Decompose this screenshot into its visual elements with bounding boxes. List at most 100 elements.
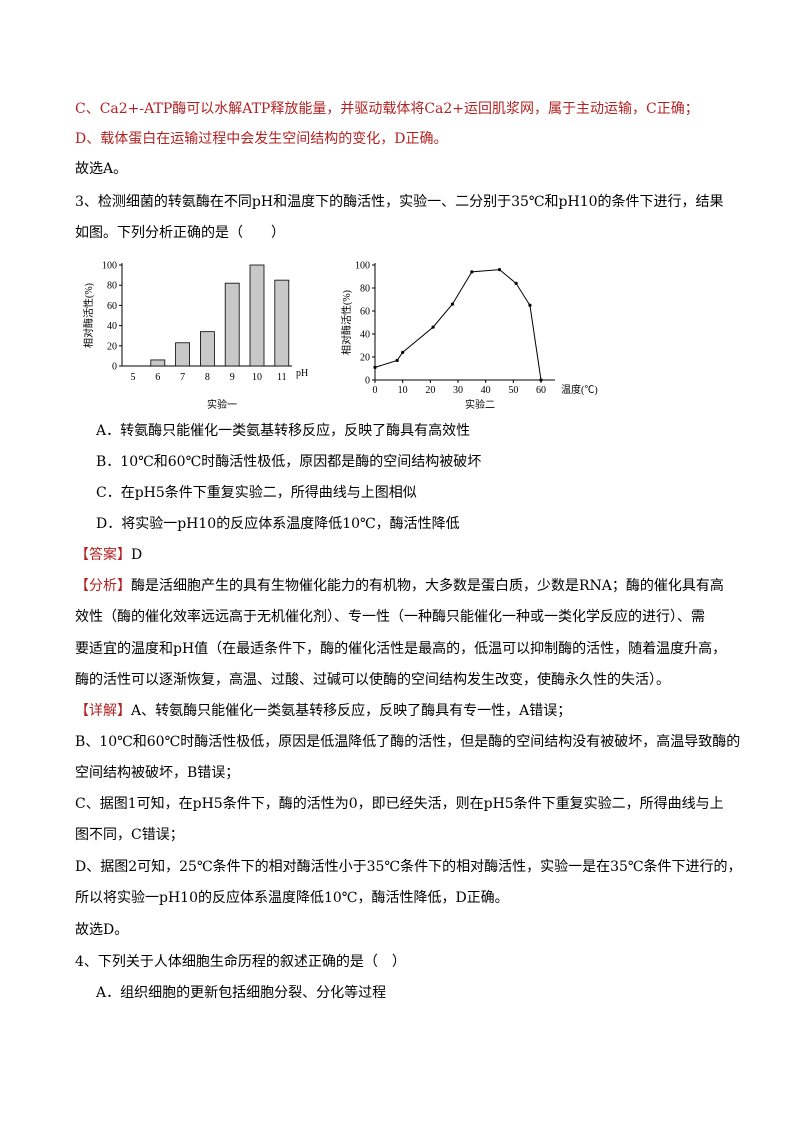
x-tick-label: 9 [230,372,235,383]
x-tick-label: 0 [373,385,378,396]
text-line: 3、检测细菌的转氨酶在不同pH和温度下的酶活性，实验一、二分别于35℃和pH10… [75,193,724,210]
x-tick-label: 5 [131,372,136,383]
line [374,269,542,381]
text-line: A．转氨酶只能催化一类氨基转移反应，反映了酶具有高效性 [95,422,470,439]
x-tick-label: 40 [481,385,491,396]
text-line: 效性（酶的催化效率远远高于无机催化剂）、专一性（一种酶只能催化一种或一类化学反应… [75,608,705,625]
text-line: D、载体蛋白在运输过程中会发生空间结构的变化，D正确。 [75,131,447,147]
line-text: 故选A。 [75,161,127,177]
line-text: 故选D。 [75,922,128,938]
line-text: 效性（酶的催化效率远远高于无机催化剂）、专一性（一种酶只能催化一种或一类化学反应… [75,608,705,625]
point [431,325,435,329]
text-line: C、Ca2+-ATP酶可以水解ATP释放能量，并驱动载体将Ca2+运回肌浆网，属… [75,101,699,117]
text-line: 所以将实验一pH10的反应体系温度降低10℃，酶活性降低，D正确。 [75,889,509,906]
x-tick-label: 60 [536,385,546,396]
point [395,358,399,363]
y-tick-label: 80 [360,284,370,295]
x-tick-label: 6 [155,372,160,383]
bar [175,342,191,367]
x-tick-label: 20 [425,385,435,396]
point [528,303,532,307]
text-line: 4、下列关于人体细胞生命历程的叙述正确的是（ ） [75,953,406,970]
line-text: B、10℃和60℃时酶活性极低，原因是低温降低了酶的活性，但是酶的空间结构没有被… [75,733,740,750]
text-line: 【详解】A、转氨酶只能催化一类氨基转移反应，反映了酶具有专一性，A错误； [75,702,571,719]
x-tick-label: 30 [453,385,463,396]
line-text: C．在pH5条件下重复实验二，所得曲线与上图相似 [96,484,417,501]
point [497,268,502,272]
y-axis-label: 相对酶活性(%) [82,283,95,348]
text-line: C、据图1可知，在pH5条件下，酶的活性为0，即已经失活，则在pH5条件下重复实… [75,795,724,812]
y-tick-label: 100 [355,261,370,272]
text-line: 【分析】酶是活细胞产生的具有生物催化能力的有机物，大多数是蛋白质，少数是RNA；… [75,577,724,594]
x-tick-label: 10 [252,372,262,383]
x-tick-label: 7 [180,372,185,383]
line-text: 图不同，C错误； [75,827,184,843]
text-line: 空间结构被破坏，B错误； [75,765,239,781]
y-tick-label: 0 [112,362,117,373]
y-tick-label: 40 [107,321,117,332]
line-text: D [131,547,142,563]
y-tick-label: 20 [107,341,117,352]
y-axis-label: 相对酶活性(%) [340,290,353,355]
x-tick-label: 10 [398,385,408,396]
text-line: 故选D。 [75,922,128,938]
y-tick-label: 40 [360,330,370,341]
line-text: 要适宜的温度和pH值（在最适条件下，酶的催化活性是最高的，低温可以抑制酶的活性，… [75,640,726,657]
bar [224,282,240,367]
line-text: 如图。下列分析正确的是（ ） [75,225,285,241]
x-tick-label: 11 [277,372,287,383]
x-tick-label: 50 [508,385,518,396]
x-axis-label: 温度(℃) [561,383,598,396]
text-line: B．10℃和60℃时酶活性极低，原因都是酶的空间结构被破坏 [96,454,481,470]
text-line: 图不同，C错误； [75,827,184,843]
bar [150,359,166,367]
point [514,281,518,285]
y-tick-label: 80 [107,281,117,292]
y-tick-label: 100 [102,261,117,272]
line-text: 4、下列关于人体细胞生命历程的叙述正确的是（ ） [75,953,406,970]
line-text: 所以将实验一pH10的反应体系温度降低10℃，酶活性降低，D正确。 [75,889,509,906]
chart-title: 实验二 [465,398,495,411]
bar [274,279,290,367]
text-line: A．组织细胞的更新包括细胞分裂、分化等过程 [95,984,386,1001]
bar [249,264,265,367]
text-line: 故选A。 [75,161,127,177]
text-line: 要适宜的温度和pH值（在最适条件下，酶的催化活性是最高的，低温可以抑制酶的活性，… [75,640,726,657]
line-text: A．组织细胞的更新包括细胞分裂、分化等过程 [95,984,386,1001]
line-text: 酶的活性可以逐渐恢复，高温、过酸、过碱可以使酶的空间结构发生改变，使酶永久性的失… [75,671,670,688]
line-text: B．10℃和60℃时酶活性极低，原因都是酶的空间结构被破坏 [96,454,481,470]
line-text: D．将实验一pH10的反应体系温度降低10℃，酶活性降低 [96,515,460,532]
y-tick-label: 0 [365,376,370,387]
point [539,378,543,382]
x-tick-label: 8 [205,372,210,383]
y-tick-label: 60 [360,307,370,318]
point [373,365,377,369]
line-text: C、据图1可知，在pH5条件下，酶的活性为0，即已经失活，则在pH5条件下重复实… [75,795,724,812]
line-text: 酶是活细胞产生的具有生物催化能力的有机物，大多数是蛋白质，少数是RNA；酶的催化… [131,577,724,594]
y-tick-label: 60 [107,301,117,312]
line-text: A、转氨酶只能催化一类氨基转移反应，反映了酶具有专一性，A错误； [130,702,571,719]
text-line: B、10℃和60℃时酶活性极低，原因是低温降低了酶的活性，但是酶的空间结构没有被… [75,733,740,750]
text-line: 如图。下列分析正确的是（ ） [75,225,285,241]
line-text: D、据图2可知，25℃条件下的相对酶活性小于35℃条件下的相对酶活性，实验一是在… [75,858,742,875]
point [450,302,455,306]
text-line: C．在pH5条件下重复实验二，所得曲线与上图相似 [96,484,417,501]
line-label: 【答案】 [75,546,131,563]
line-label: 【分析】 [75,578,131,594]
line-text: 3、检测细菌的转氨酶在不同pH和温度下的酶活性，实验一、二分别于35℃和pH10… [75,193,724,210]
y-tick-label: 20 [360,353,370,364]
point [470,270,474,274]
text-line: D、据图2可知，25℃条件下的相对酶活性小于35℃条件下的相对酶活性，实验一是在… [75,858,742,875]
chart-title: 实验一 [207,398,237,411]
line-text: 空间结构被破坏，B错误； [75,765,239,781]
x-axis-label: pH [296,368,308,379]
line-text: D、载体蛋白在运输过程中会发生空间结构的变化，D正确。 [75,131,447,147]
text-line: D．将实验一pH10的反应体系温度降低10℃，酶活性降低 [96,515,460,532]
line-text: C、Ca2+-ATP酶可以水解ATP释放能量，并驱动载体将Ca2+运回肌浆网，属… [75,101,699,117]
line-text: A．转氨酶只能催化一类氨基转移反应，反映了酶具有高效性 [95,422,470,439]
text-line: 【答案】D [75,546,142,563]
line-label: 【详解】 [75,703,131,719]
point [401,350,405,354]
bar [199,331,215,367]
